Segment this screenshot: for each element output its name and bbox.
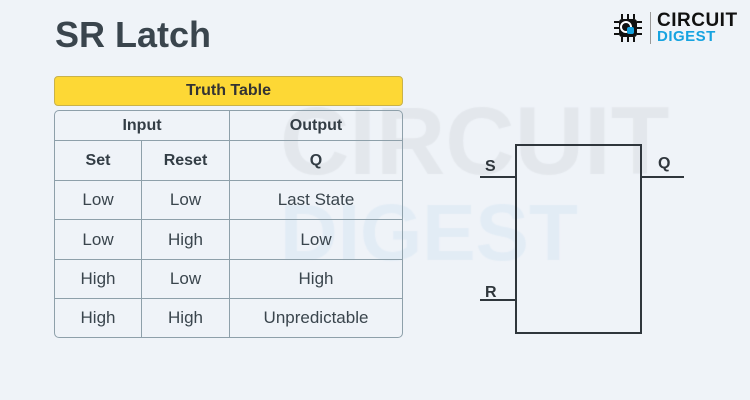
- page-title: SR Latch: [55, 14, 212, 55]
- cell: Low: [142, 181, 230, 221]
- label-s: S: [485, 158, 496, 175]
- logo-text-digest: DIGEST: [657, 28, 716, 45]
- column-header-q: Q: [230, 141, 402, 181]
- cell: Low: [230, 220, 402, 260]
- chip-icon: [614, 14, 642, 42]
- cell: Low: [55, 220, 142, 260]
- table-row: High Low High: [55, 259, 402, 300]
- cell: High: [55, 299, 142, 337]
- cell: High: [55, 259, 142, 300]
- logo-text-circuit: CIRCUIT: [657, 10, 738, 31]
- cell: Low: [55, 181, 142, 221]
- cell: High: [142, 299, 230, 337]
- circuit-digest-logo: CIRCUIT DIGEST: [612, 10, 738, 45]
- label-q: Q: [658, 155, 670, 172]
- cell: Low: [142, 259, 230, 300]
- latch-block: [515, 144, 642, 334]
- logo-divider: [650, 12, 651, 44]
- table-row: Low High Low: [55, 220, 402, 260]
- column-header-set: Set: [55, 141, 142, 181]
- cell: High: [142, 220, 230, 260]
- table-row: High High Unpredictable: [55, 299, 402, 337]
- cell: High: [230, 260, 402, 300]
- cell: Last State: [230, 181, 402, 221]
- group-header-row: Input Output: [55, 111, 402, 141]
- truth-table: Input Output Set Reset Q Low Low Last St…: [54, 110, 403, 338]
- truth-table-caption: Truth Table: [54, 76, 403, 106]
- label-r: R: [485, 284, 497, 301]
- group-header-input: Input: [55, 111, 230, 141]
- column-header-reset: Reset: [142, 141, 230, 181]
- cell: Unpredictable: [263, 308, 369, 328]
- column-header-row: Set Reset Q: [55, 141, 402, 181]
- group-header-output: Output: [230, 111, 402, 141]
- table-row: Low Low Last State: [55, 181, 402, 221]
